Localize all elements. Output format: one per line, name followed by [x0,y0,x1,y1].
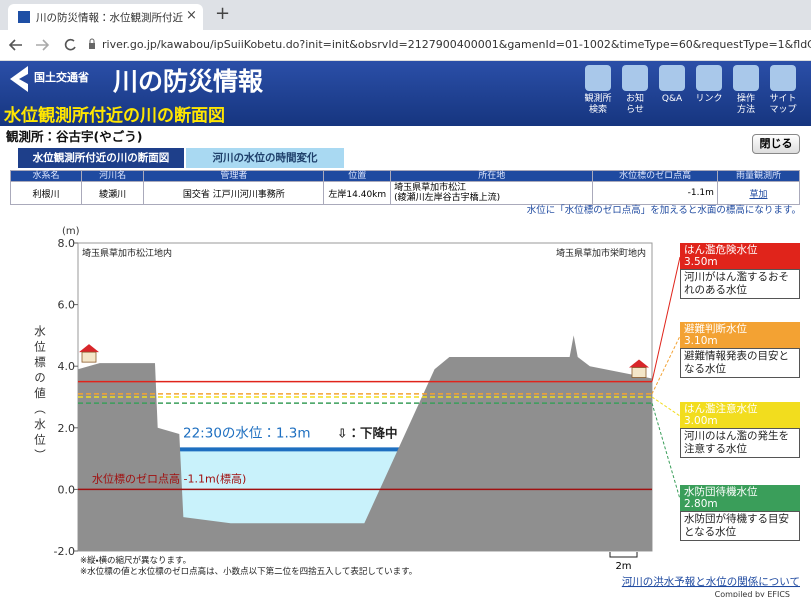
legend-value: 3.00m [684,415,796,427]
info-link[interactable]: 河川の洪水予報と水位の関係について [622,575,800,588]
legend-value: 2.80m [684,498,796,510]
house-body [82,352,96,362]
legend-description: 避難情報発表の目安となる水位 [680,348,800,378]
legend-value: 3.50m [684,256,796,268]
right-place: 埼玉県草加市栄町地内 [556,247,646,259]
body: 川の防災情報：水位観測所付近 × + river.go.jp/kawabou/i… [0,0,811,597]
credit: Compiled by EFICS [715,590,790,597]
level-connector [652,397,680,416]
legend-name: はん濫注意水位 [684,403,796,415]
page: river { "browser": { "tab_title": "川の防災情… [0,0,811,597]
legend-description: 水防団が待機する目安となる水位 [680,511,800,541]
scale-bar [610,552,637,557]
y-tick-label: 4.0 [58,360,76,373]
water-label: 22:30の水位：1.3m [183,425,311,441]
y-tick-label: 2.0 [58,422,76,435]
left-place: 埼玉県草加市松江地内 [82,247,172,259]
legend-description: 河川のはん濫の発生を注意する水位 [680,428,800,458]
y-tick-label: -2.0 [54,545,75,558]
legend-name: 避難判断水位 [684,323,796,335]
y-tick-label: 8.0 [58,237,76,250]
y-unit: (m) [62,226,80,237]
zero-line-label: 水位標のゼロ点高 -1.1m(標高) [92,471,246,485]
water-trend: ⇩：下降中 [337,425,397,440]
footnote: ※縦・横の縮尺が異なります。 [80,555,191,566]
legend-value: 3.10m [684,335,796,347]
scale-label: 2m [615,561,631,572]
legend-description: 河川がはん濫するおそれのある水位 [680,269,800,299]
screen: 川の防災情報：水位観測所付近 × + river.go.jp/kawabou/i… [0,0,811,597]
level-connector [652,257,680,382]
y-tick-label: 0.0 [58,483,76,496]
y-tick-label: 6.0 [58,299,76,312]
legend-name: はん濫危険水位 [684,244,796,256]
legend-name: 水防団待機水位 [684,486,796,498]
footnote: ※水位標の値と水位標のゼロ点高は、小数点以下第二位を四捨五入して表記しています。 [80,566,417,577]
level-connector [652,403,680,499]
house-body [632,368,646,378]
y-axis-label: 水位標の値（水位） [33,325,47,465]
